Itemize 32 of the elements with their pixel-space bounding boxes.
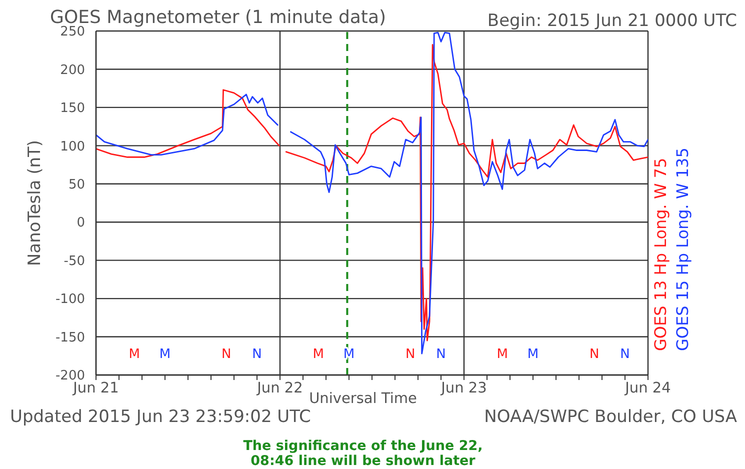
annotation: M [496,346,508,362]
y-tick-label: 150 [60,101,85,116]
annotation: N [221,346,232,362]
x-axis-title: Universal Time [309,391,418,407]
y-tick-label: 100 [60,139,85,154]
y-tick-label: 200 [60,62,85,78]
text: GOES 15 Hp Long. W 135 [672,148,692,351]
text: Updated 2015 Jun 23 23:59:02 UTC [10,407,311,427]
annotation: N [405,346,416,362]
text: GOES 13 Hp Long. W 75 [650,158,670,351]
annotation: M [312,346,324,362]
text: The significance of the June 22, 08:46 line will be shown later [243,438,483,469]
y-axis-title: NanoTesla (nT) [25,140,45,266]
text: NOAA/SWPC Boulder, CO USA [484,407,738,427]
y-tick-label: 50 [68,178,85,193]
x-tick-label: Jun 22 [256,380,303,396]
annotation: M [527,346,539,362]
annotation: N [252,346,262,362]
annotation: N [436,346,446,362]
y-tick-label: -50 [64,254,85,269]
y-tick-label: -150 [55,330,85,346]
annotation: M [159,346,171,362]
annotation: M [343,346,355,362]
y-tick-label: 0 [76,216,85,231]
annotation: M [128,346,140,362]
x-tick-label: Jun 24 [624,380,671,396]
x-tick-label: Jun 23 [440,380,487,396]
y-tick-label: 250 [60,24,85,40]
chart-subtitle: Begin: 2015 Jun 21 0000 UTC [487,11,737,31]
annotation: N [620,346,630,362]
annotation: N [589,346,600,362]
y-tick-label: -100 [55,292,85,308]
